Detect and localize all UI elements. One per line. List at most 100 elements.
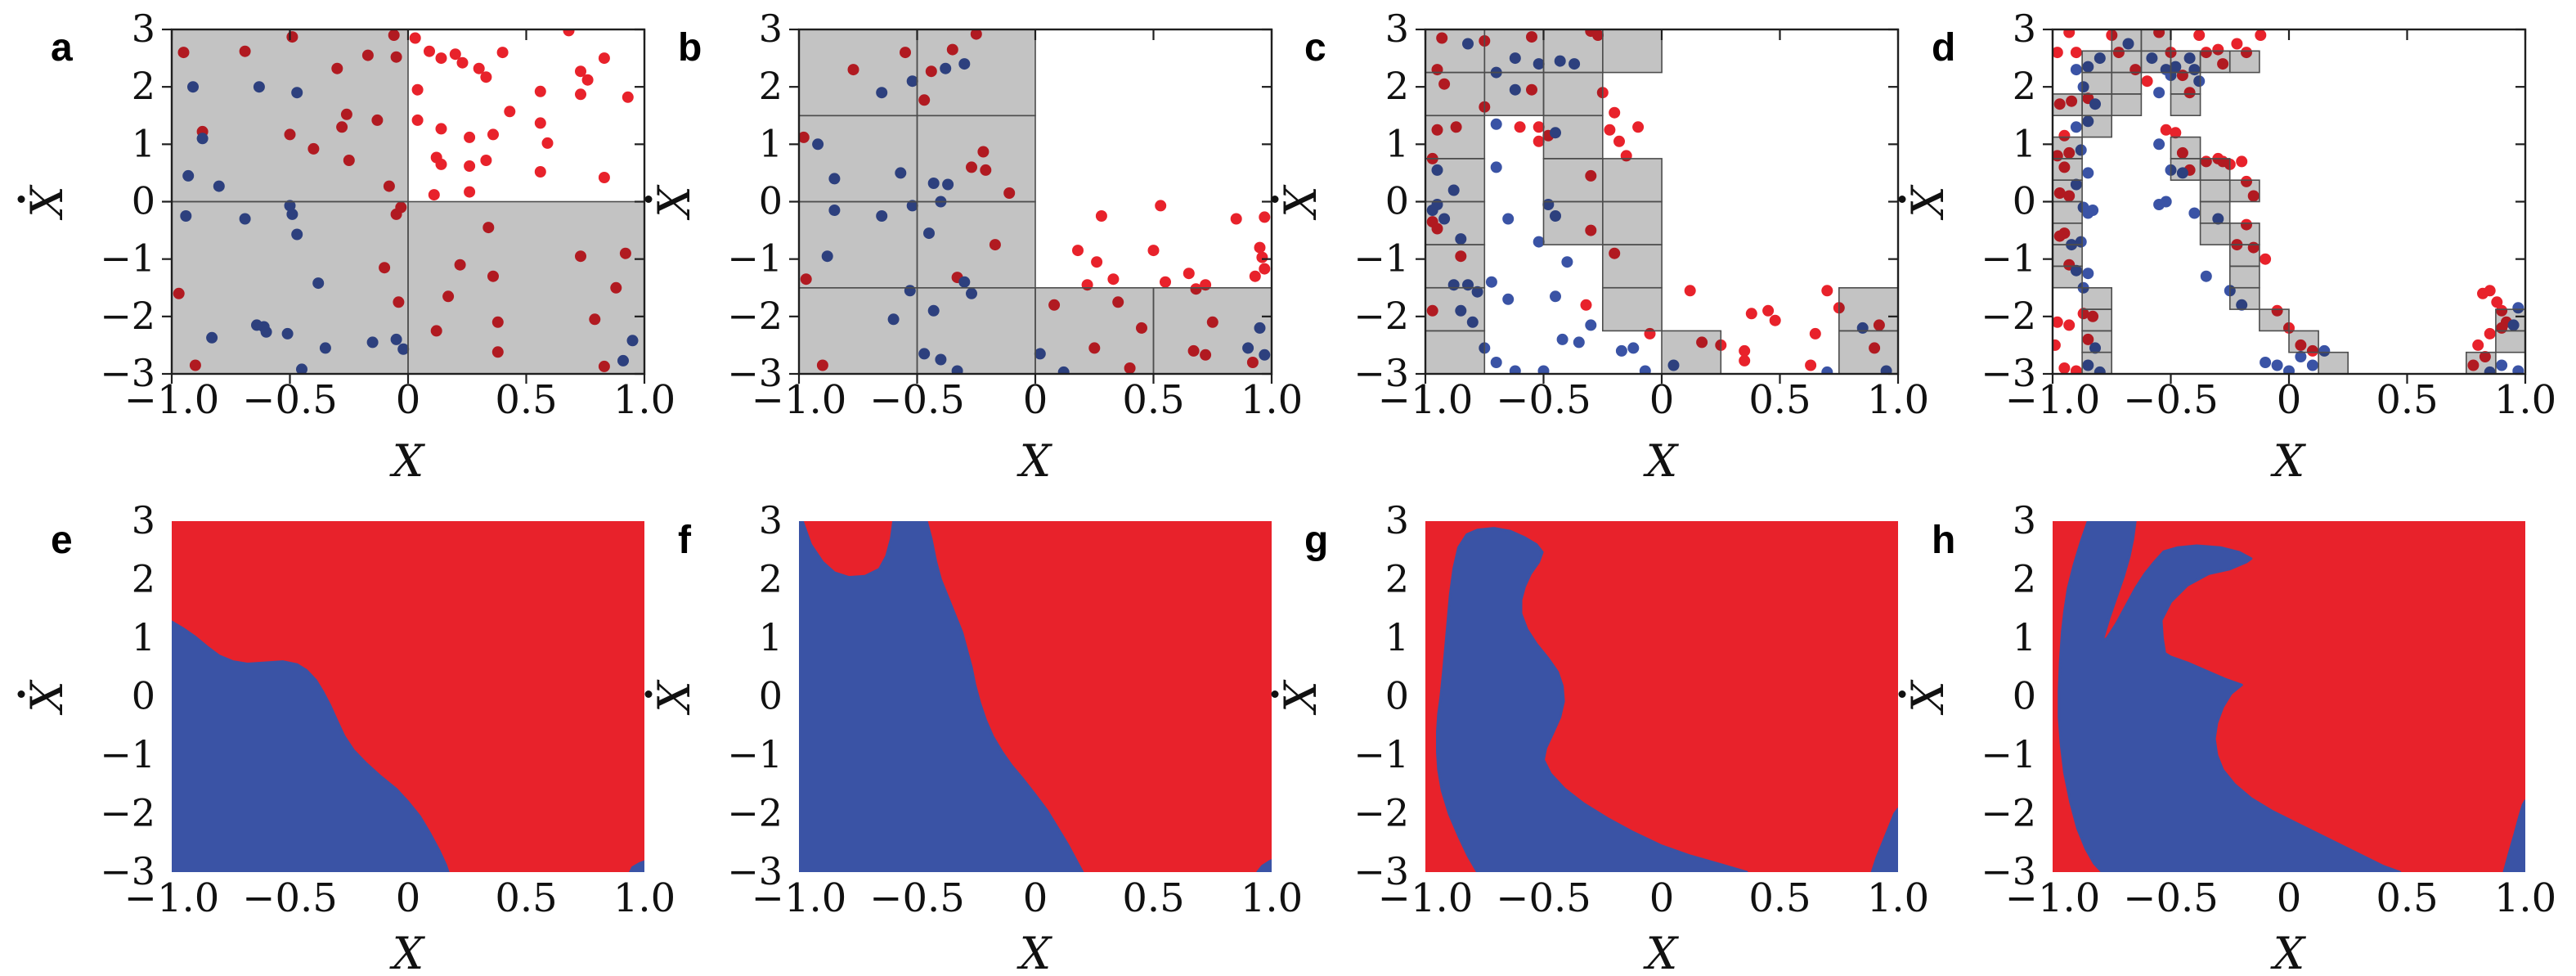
gray-cell <box>2141 51 2171 73</box>
y-tick-label: 2 <box>759 557 783 601</box>
gray-cell <box>2170 51 2201 73</box>
gray-cell-border <box>2081 115 2113 138</box>
y-tick-label: 1 <box>132 121 155 165</box>
gray-cell <box>2170 93 2201 116</box>
y-axis-label-text: X <box>648 679 700 716</box>
blue-point <box>1502 293 1515 305</box>
x-tick-label: 1.0 <box>613 875 675 921</box>
panel-letter: g <box>1304 519 1328 562</box>
x-tick-label: 0 <box>1649 875 1675 921</box>
panel-letter: b <box>678 26 702 70</box>
gray-cell <box>172 29 408 202</box>
x-tick-label: 0.5 <box>2376 377 2438 423</box>
red-point <box>2491 296 2503 308</box>
gray-cell <box>1602 287 1663 331</box>
gray-cell <box>917 29 1035 116</box>
panel-letter: c <box>1304 26 1326 70</box>
gray-cell <box>1838 331 1898 374</box>
blue-point <box>1509 365 1521 374</box>
x-tick-label: −0.5 <box>1496 875 1591 921</box>
panel-d: 3 2 1 0 −1 −2 −3−1.0 −0.5 0 0.5 1.0 X Xd <box>1898 7 2556 487</box>
blue-point <box>2295 351 2307 362</box>
x-tick-label: 0.5 <box>2376 875 2438 921</box>
y-axis-label-text: X <box>21 184 73 221</box>
gray-cell <box>2112 29 2142 52</box>
y-tick-label: 1 <box>1385 615 1409 659</box>
x-axis-label: X <box>1016 928 1053 976</box>
red-point <box>496 47 509 59</box>
blue-point <box>2082 167 2094 179</box>
gray-cell-border <box>2229 50 2260 74</box>
gray-cell <box>917 115 1035 202</box>
gray-cell <box>1543 72 1603 116</box>
gray-cell <box>2082 352 2112 374</box>
panel-g: 3 2 1 0 −1 −2 −3−1.0 −0.5 0 0.5 1.0 X Xg <box>1271 498 1929 976</box>
x-tick-label: −1.0 <box>124 875 220 921</box>
y-tick-label: 2 <box>1385 64 1409 108</box>
panel-h: 3 2 1 0 −1 −2 −3−1.0 −0.5 0 0.5 1.0 X Xh <box>1898 498 2556 976</box>
red-point <box>435 158 447 170</box>
red-point <box>411 114 424 126</box>
gray-cell-border <box>2318 351 2349 374</box>
y-tick-label: −2 <box>727 791 783 835</box>
gray-cell <box>2082 309 2112 331</box>
y-tick-label: 3 <box>132 7 155 51</box>
gray-cell-border <box>407 200 644 374</box>
y-tick-label: 2 <box>2013 64 2036 108</box>
red-point <box>2255 29 2267 41</box>
red-point <box>428 189 440 201</box>
gray-cell <box>2229 180 2260 202</box>
y-tick-label: −3 <box>1981 351 2036 395</box>
y-tick-label: 2 <box>1385 557 1409 601</box>
x-axis-label: X <box>1016 435 1053 487</box>
blue-point <box>2200 270 2212 282</box>
plot-area-h <box>2053 521 2525 872</box>
gray-cell-border <box>2170 93 2201 117</box>
red-point <box>449 48 461 61</box>
red-point <box>424 45 435 57</box>
gray-cell <box>2318 352 2349 374</box>
gray-cell-border <box>2229 286 2260 310</box>
blue-point <box>2306 359 2318 371</box>
blue-point <box>1533 236 1545 248</box>
y-tick-label: 2 <box>132 557 155 601</box>
y-tick-label: 1 <box>759 121 783 165</box>
gray-cell <box>1838 287 1898 331</box>
uncertain-cells <box>172 29 644 374</box>
uncertain-cells <box>2053 29 2525 374</box>
y-tick-label: 1 <box>2013 615 2036 659</box>
blue-point <box>2271 359 2283 371</box>
red-point <box>541 137 554 149</box>
red-point <box>1095 210 1107 222</box>
panel-letter: a <box>51 26 73 70</box>
panel-a: 3 2 1 0 −1 −2 −3−1.0 −0.5 0 0.5 1.0 X Xa <box>17 7 675 487</box>
red-point <box>504 106 516 118</box>
blue-point <box>2496 359 2508 371</box>
blue-point <box>1537 365 1550 374</box>
blue-point <box>1821 366 1833 374</box>
x-tick-label: −1.0 <box>2005 875 2101 921</box>
gray-cell <box>1425 245 1485 288</box>
gray-cell-border <box>1152 286 1272 374</box>
gray-cell <box>1602 245 1663 288</box>
x-tick-label: 1.0 <box>2494 875 2556 921</box>
gray-cell <box>2082 287 2112 310</box>
y-tick-label: −2 <box>1353 294 1409 338</box>
gray-cell <box>1543 115 1603 159</box>
red-point <box>563 29 575 37</box>
plot-area-d <box>2053 29 2525 374</box>
y-tick-label: 3 <box>1385 498 1409 542</box>
red-point <box>1604 124 1616 136</box>
x-tick-label: 1.0 <box>1867 875 1929 921</box>
gray-cell <box>799 115 918 202</box>
x-tick-label: 1.0 <box>613 377 675 423</box>
red-point <box>464 186 476 198</box>
gray-cell <box>2112 72 2142 94</box>
blue-point <box>1550 290 1561 303</box>
gray-cell <box>1425 287 1485 331</box>
red-point <box>598 52 610 65</box>
gray-cell <box>2170 72 2201 94</box>
gray-cell <box>2053 93 2083 116</box>
red-point <box>2472 339 2484 351</box>
